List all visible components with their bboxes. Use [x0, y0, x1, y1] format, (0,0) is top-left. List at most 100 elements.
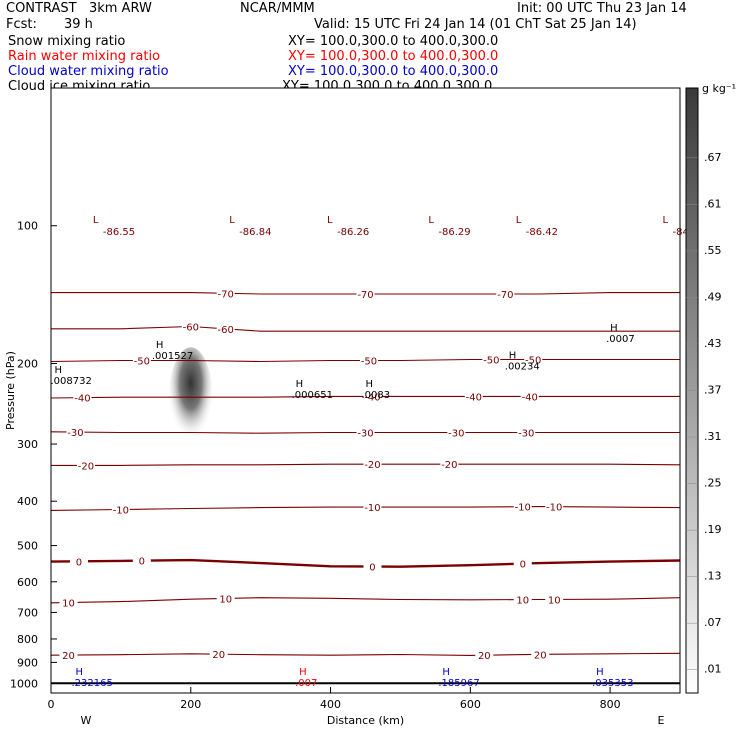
- contour-label-bg: [66, 426, 85, 438]
- high-value: .0007: [606, 334, 635, 345]
- high-marker: H: [75, 667, 83, 678]
- contour-label-bg: [73, 391, 92, 403]
- high-marker: H: [299, 667, 307, 678]
- contour-label-bg: [531, 648, 550, 660]
- contour-label: 20: [212, 650, 225, 661]
- high-value: .008732: [50, 376, 91, 387]
- contour-label: 10: [62, 599, 75, 610]
- y-tick-label: 200: [17, 357, 38, 370]
- high-marker: H: [509, 350, 517, 361]
- colorbar-label: .61: [704, 197, 722, 210]
- contour-label-bg: [545, 500, 564, 512]
- colorbar-label: .67: [704, 151, 722, 164]
- contour-label: -50: [361, 356, 377, 367]
- colorbar-label: .01: [704, 663, 722, 676]
- x-tick-label: 600: [460, 698, 481, 711]
- contour-label: 10: [548, 595, 561, 606]
- high-value: .035353: [592, 678, 633, 689]
- low-value: -86.84: [239, 227, 271, 238]
- contour-label-bg: [356, 426, 375, 438]
- contour-label: 10: [516, 596, 529, 607]
- low-marker: L: [516, 215, 522, 226]
- x-tick-label: 400: [320, 698, 341, 711]
- low-marker: L: [327, 215, 333, 226]
- high-value: .185967: [438, 678, 479, 689]
- y-tick-label: 600: [17, 576, 38, 589]
- high-marker: H: [156, 340, 164, 351]
- high-marker: H: [54, 365, 62, 376]
- colorbar-label: .19: [704, 523, 722, 536]
- isotherm-10: [50, 597, 681, 604]
- contour-label: -30: [518, 428, 534, 439]
- contour-label: -40: [522, 392, 538, 403]
- x-tick-label: 200: [180, 698, 201, 711]
- y-tick-label: 1000: [10, 677, 38, 690]
- contour-label-bg: [216, 592, 235, 604]
- contour-label: -50: [134, 356, 150, 367]
- y-tick-label: 700: [17, 606, 38, 619]
- contour-label: -40: [74, 394, 90, 405]
- high-value: .00234: [505, 361, 540, 372]
- legend-cloudwater-xy: XY= 100.0,300.0 to 400.0,300.0: [288, 64, 499, 79]
- low-marker: L: [428, 215, 434, 226]
- contour-label: -20: [441, 460, 457, 471]
- legend-snow-label: Snow mixing ratio: [8, 34, 126, 49]
- high-marker: H: [366, 379, 374, 390]
- colorbar-label: .55: [704, 244, 722, 257]
- contour-label: -10: [364, 503, 380, 514]
- mixing-ratio-shading-0: [168, 347, 213, 451]
- contour-label: -30: [448, 428, 464, 439]
- low-value: -86.26: [337, 227, 369, 238]
- contour-label: -40: [364, 392, 380, 403]
- high-value: .001527: [152, 351, 193, 362]
- contour-label-bg: [111, 503, 130, 515]
- y-axis-title: Pressure (hPa): [4, 351, 17, 430]
- y-tick-label: 100: [17, 220, 38, 233]
- contour-label: -40: [466, 392, 482, 403]
- contour-label: 20: [62, 651, 75, 662]
- contour-label-bg: [363, 458, 382, 470]
- contour-label-bg: [482, 353, 501, 365]
- contour-label: -30: [67, 428, 83, 439]
- contour-label-bg: [363, 501, 382, 513]
- colorbar-unit: g kg⁻¹: [702, 82, 736, 95]
- contour-label: -10: [515, 503, 531, 514]
- low-value: -86.55: [103, 227, 135, 238]
- center-title: NCAR/MMM: [240, 1, 315, 16]
- contour-label: 10: [219, 594, 232, 605]
- valid-time: Valid: 15 UTC Fri 24 Jan 14 (01 ChT Sat …: [314, 17, 637, 32]
- contour-label-bg: [359, 354, 378, 366]
- contour-label: 20: [534, 650, 547, 661]
- legend-cloudwater-label: Cloud water mixing ratio: [8, 64, 169, 79]
- colorbar: .67 .61 .55 .49 .43 .37 .31 .25 .19 .13 .07 .01 g kg…: [685, 82, 736, 694]
- contour-label-bg: [517, 426, 536, 438]
- isotherm-minus60: [51, 325, 680, 332]
- colorbar-label: .49: [704, 290, 722, 303]
- contour-label-bg: [76, 459, 95, 471]
- low-value: -86.29: [438, 227, 470, 238]
- contour-label-bg: [447, 426, 466, 438]
- contour-label-bg: [363, 390, 382, 402]
- contour-label-bg: [475, 649, 494, 661]
- contour-label-bg: [513, 557, 532, 569]
- contour-label: 0: [369, 563, 375, 574]
- contour-label-bg: [464, 390, 483, 402]
- contour-label-bg: [524, 353, 543, 365]
- contour-label-bg: [513, 593, 532, 605]
- y-tick-label: 800: [17, 633, 38, 646]
- colorbar-label: .37: [704, 384, 722, 397]
- plot-frame: [50, 87, 681, 694]
- contour-label: -60: [218, 325, 234, 336]
- contour-label-bg: [216, 287, 235, 299]
- high-value: .000651: [292, 390, 333, 401]
- contour-label: 20: [478, 651, 491, 662]
- contour-label: -10: [546, 503, 562, 514]
- contour-label-bg: [545, 593, 564, 605]
- contour-label: -70: [218, 289, 234, 300]
- contour-label-bg: [132, 554, 151, 566]
- contour-label-bg: [216, 322, 235, 334]
- high-marker: H: [596, 667, 604, 678]
